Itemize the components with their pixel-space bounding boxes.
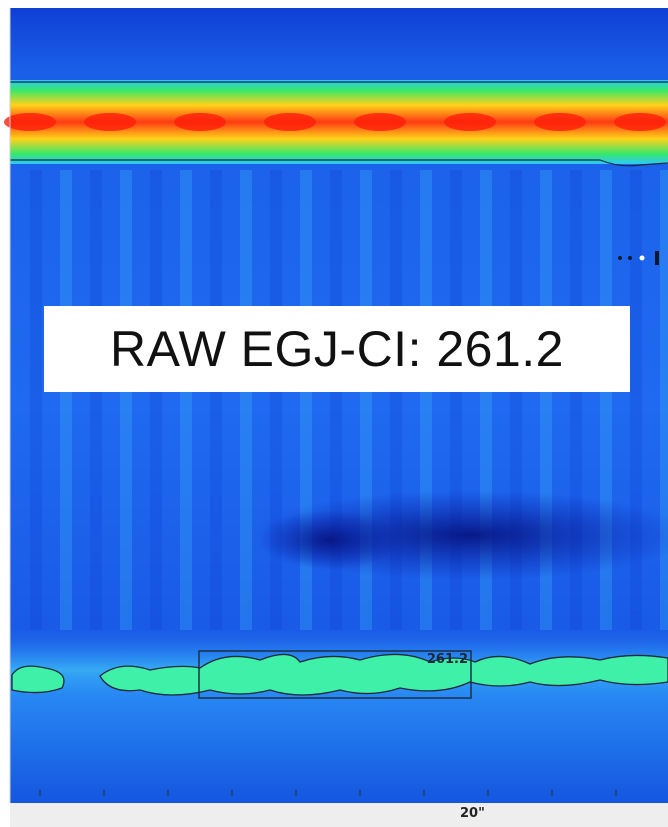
- hotspot: [614, 113, 666, 131]
- egj-ci-annotation: RAW EGJ-CI: 261.2: [44, 306, 630, 392]
- striation: [210, 170, 222, 630]
- striation: [240, 170, 252, 630]
- hotspot: [354, 113, 406, 131]
- striation: [60, 170, 72, 630]
- hotspot: [4, 113, 56, 131]
- upper-band-hotspots: [4, 113, 666, 131]
- striation: [120, 170, 132, 630]
- egj-ci-measurement-box: [198, 650, 472, 699]
- hotspot: [264, 113, 316, 131]
- hotspot: [444, 113, 496, 131]
- hotspot: [534, 113, 586, 131]
- egj-pressure-band: [11, 653, 668, 696]
- striation: [150, 170, 162, 630]
- striation: [30, 170, 42, 630]
- upper-band-isobar: [10, 81, 668, 167]
- time-axis-strip: [10, 803, 668, 827]
- hotspot: [174, 113, 226, 131]
- striation: [90, 170, 102, 630]
- time-axis-ticks: [39, 790, 617, 796]
- low-pressure-region-2: [260, 510, 400, 570]
- hotspot: [84, 113, 136, 131]
- striation: [180, 170, 192, 630]
- time-axis-label: 20": [460, 806, 485, 821]
- marker-dots: [618, 251, 659, 265]
- egj-ci-box-label: 261.2: [427, 652, 468, 667]
- striation: [660, 170, 668, 630]
